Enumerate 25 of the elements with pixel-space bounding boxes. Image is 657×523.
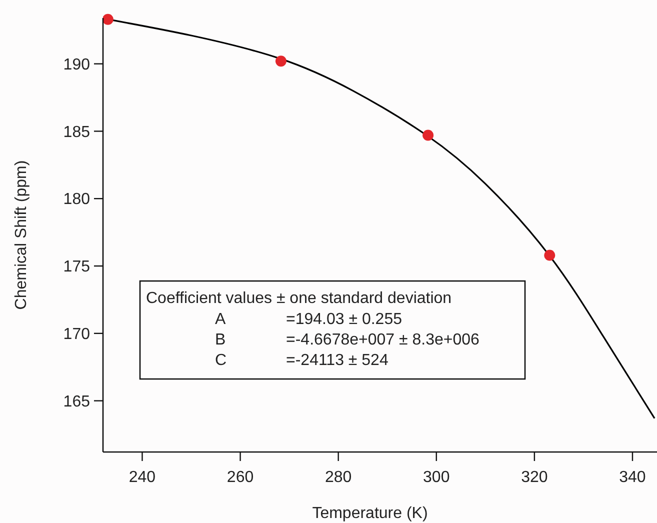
point (422, 130, 434, 141)
annotation: =194.03 ± 0.255 (286, 311, 402, 328)
y-tick-label: 190 (63, 56, 90, 74)
y-tick-label: 180 (63, 191, 90, 208)
annotation: =-4.6678e+007 ± 8.3e+006 (286, 332, 480, 348)
x-tick-label: 320 (521, 469, 548, 486)
x-axis-title: Temperature (K) (312, 505, 428, 522)
y-tick-label: 185 (63, 124, 90, 141)
x-tick-label: 340 (619, 469, 646, 486)
point (103, 14, 114, 25)
y-tick-label: 165 (63, 393, 90, 410)
x-tick-label: 240 (128, 469, 156, 486)
y-tick-label: 175 (63, 258, 90, 276)
annotation: C (215, 352, 227, 369)
point (544, 250, 556, 261)
annotation: Coefficient values ± one standard deviation (146, 290, 452, 307)
annotation: B (215, 332, 226, 348)
x-tick-label: 300 (423, 469, 450, 486)
x-tick-label: 280 (324, 469, 352, 486)
y-tick-label: 170 (63, 326, 90, 343)
annotation: A (215, 311, 226, 328)
y-axis-title: Chemical Shift (ppm) (13, 160, 30, 310)
point (275, 56, 286, 67)
annotation: =-24113 ± 524 (286, 352, 388, 369)
x-tick-label: 260 (226, 469, 254, 486)
